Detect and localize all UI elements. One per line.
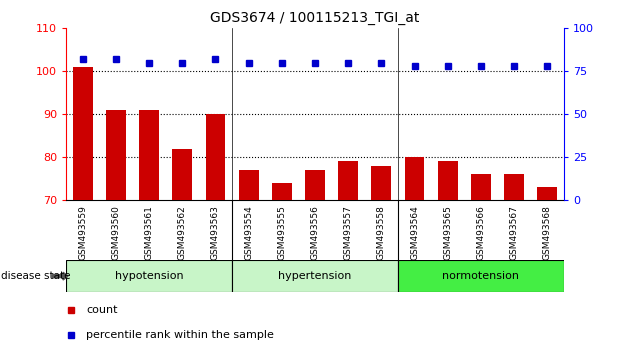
Bar [471,174,491,200]
Bar [205,114,226,200]
Bar [537,187,557,200]
Text: hypertension: hypertension [278,271,352,281]
Text: GSM493557: GSM493557 [344,205,353,260]
Bar [398,260,564,292]
Text: disease state: disease state [1,271,71,281]
Text: GSM493560: GSM493560 [112,205,120,260]
Text: count: count [86,305,118,315]
Text: GSM493566: GSM493566 [476,205,485,260]
Bar [66,260,232,292]
Bar [372,166,391,200]
Bar [438,161,457,200]
Text: GSM493554: GSM493554 [244,205,253,259]
Text: normotension: normotension [442,271,519,281]
Title: GDS3674 / 100115213_TGI_at: GDS3674 / 100115213_TGI_at [210,11,420,24]
Bar [232,260,398,292]
Bar [305,170,325,200]
Text: hypotension: hypotension [115,271,183,281]
Text: GSM493561: GSM493561 [145,205,154,260]
Text: GSM493556: GSM493556 [311,205,319,260]
Bar [73,67,93,200]
Text: GSM493558: GSM493558 [377,205,386,260]
Bar [106,110,126,200]
Bar [404,157,425,200]
Bar [173,149,192,200]
Bar [239,170,258,200]
Bar [338,161,358,200]
Text: GSM493562: GSM493562 [178,205,186,259]
Bar [504,174,524,200]
Text: GSM493563: GSM493563 [211,205,220,260]
Text: percentile rank within the sample: percentile rank within the sample [86,330,274,339]
Bar [272,183,292,200]
Text: GSM493555: GSM493555 [277,205,286,260]
Text: GSM493568: GSM493568 [543,205,552,260]
Text: GSM493559: GSM493559 [78,205,87,260]
Text: GSM493567: GSM493567 [510,205,518,260]
Text: GSM493564: GSM493564 [410,205,419,259]
Text: GSM493565: GSM493565 [444,205,452,260]
Bar [139,110,159,200]
